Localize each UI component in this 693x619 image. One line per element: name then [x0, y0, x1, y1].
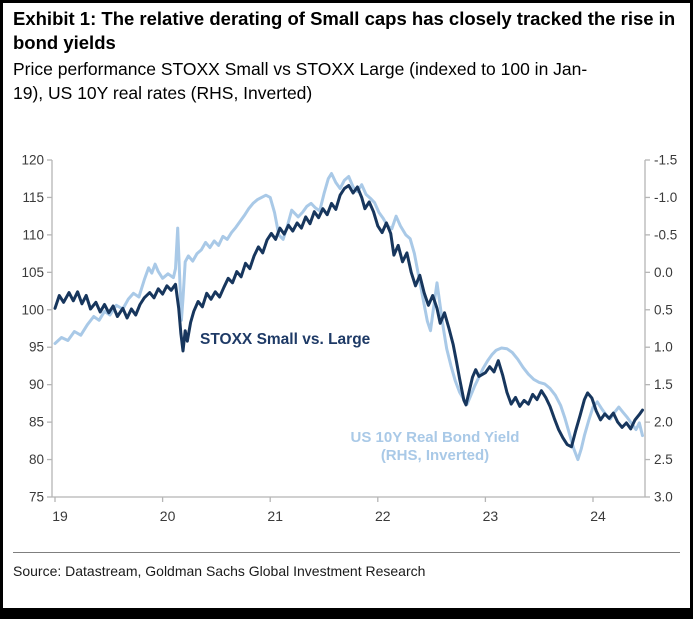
exhibit-subtitle: Price performance STOXX Small vs STOXX L…	[13, 59, 588, 103]
left-axis-tick-label: 75	[29, 490, 44, 505]
right-axis-tick-label: 3.0	[654, 490, 673, 505]
right-axis-tick-label: 1.0	[654, 340, 673, 355]
series-label-bond-yield-line1: US 10Y Real Bond Yield	[350, 429, 520, 446]
page-border-left	[0, 0, 3, 619]
right-axis-tick-label: -1.0	[654, 190, 677, 205]
right-axis-tick-label: 0.0	[654, 265, 673, 280]
x-axis-tick-label: 20	[160, 508, 176, 524]
right-axis-tick-label: 1.5	[654, 377, 673, 392]
source-text: Source: Datastream, Goldman Sachs Global…	[13, 563, 426, 579]
left-axis-tick-label: 115	[22, 190, 44, 205]
left-axis-tick-label: 105	[21, 265, 44, 280]
left-axis-tick-label: 100	[21, 302, 44, 317]
series-label-stoxx: STOXX Small vs. Large	[200, 331, 371, 348]
right-axis-tick-label: 2.0	[654, 415, 673, 430]
left-axis-tick-label: 80	[29, 452, 44, 467]
x-axis-tick-label: 21	[267, 508, 283, 524]
series-line-us-10y-real-yield	[53, 172, 644, 462]
x-axis-tick-label: 19	[52, 508, 68, 524]
right-axis-tick-label: -0.5	[654, 227, 677, 242]
left-axis-tick-label: 110	[22, 227, 44, 242]
left-axis-tick-label: 90	[29, 377, 44, 392]
right-axis-tick-label: 2.5	[654, 452, 673, 467]
left-axis-tick-label: 120	[21, 153, 44, 168]
series-label-bond-yield-line2: (RHS, Inverted)	[380, 447, 490, 464]
footer-divider-line	[13, 552, 680, 553]
left-axis-tick-label: 85	[29, 415, 44, 430]
x-axis-tick-label: 22	[375, 508, 391, 524]
left-axis-tick-label: 95	[29, 340, 44, 355]
series-label-bond-yield: US 10Y Real Bond Yield (RHS, Inverted)	[333, 429, 537, 465]
page-border-bottom	[0, 608, 693, 619]
exhibit-title: Exhibit 1: The relative derating of Smal…	[13, 8, 676, 53]
x-axis-tick-label: 24	[590, 508, 606, 524]
page-border-right	[690, 0, 693, 619]
right-axis-tick-label: 0.5	[654, 302, 673, 317]
right-axis-tick-label: -1.5	[654, 153, 677, 168]
page-border-top	[0, 0, 693, 3]
x-axis-tick-label: 23	[483, 508, 499, 524]
series-line-stoxx-small-vs-large	[53, 184, 644, 449]
